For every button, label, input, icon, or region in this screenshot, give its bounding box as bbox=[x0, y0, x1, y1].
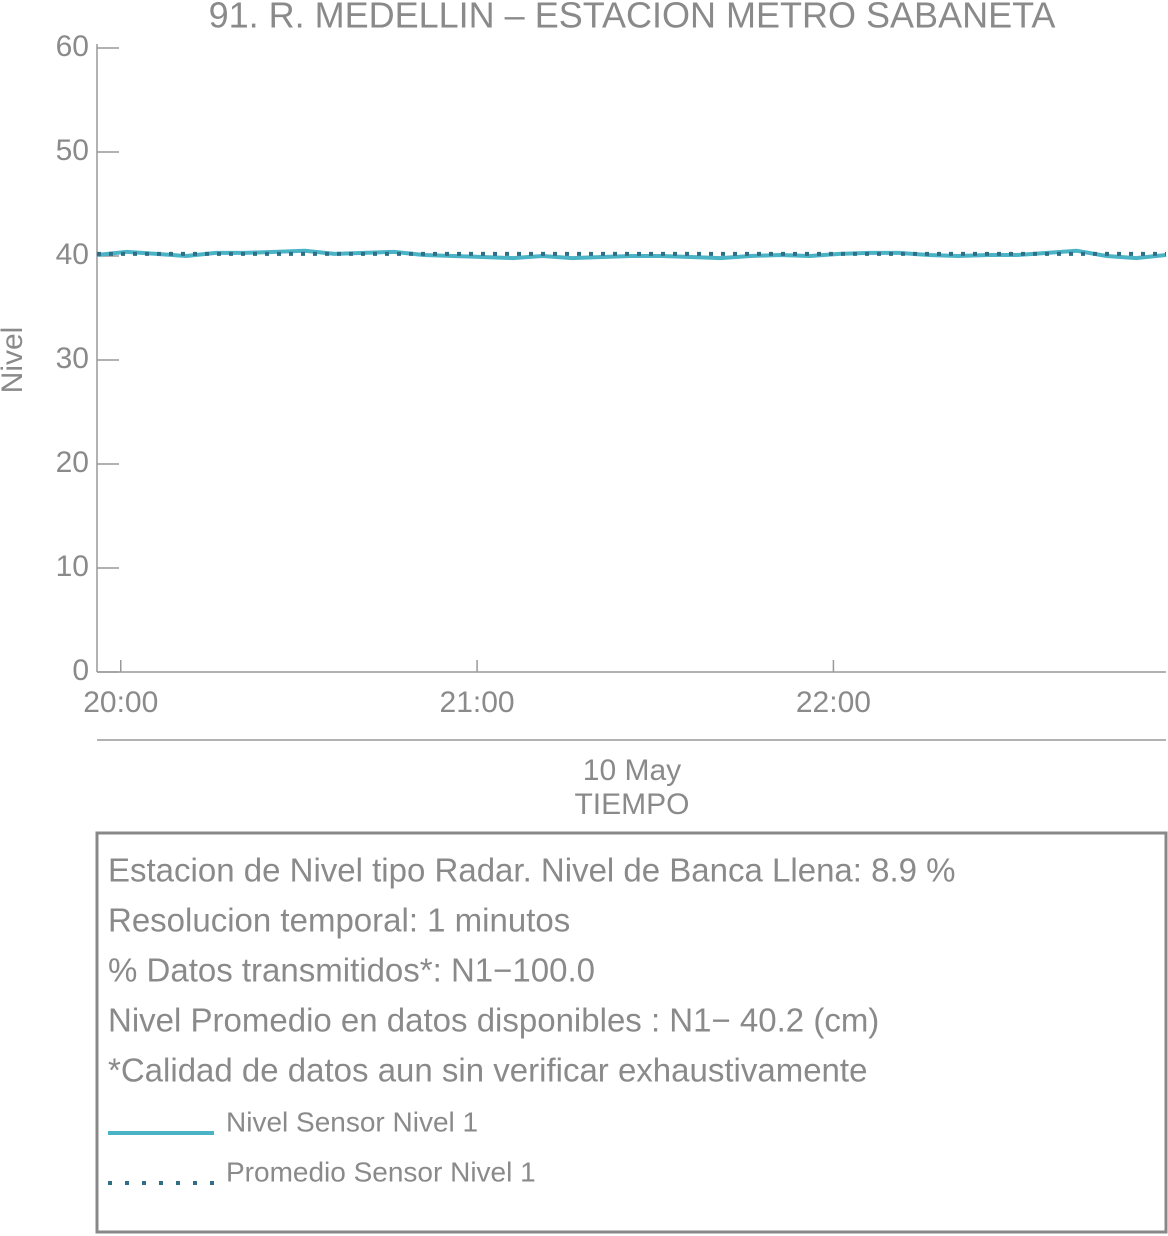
date-label: 10 May bbox=[583, 754, 681, 787]
info-box bbox=[95, 831, 1168, 1234]
info-line: Estacion de Nivel tipo Radar. Nivel de B… bbox=[108, 852, 956, 889]
y-tick-label: 60 bbox=[56, 30, 89, 63]
series-line bbox=[96, 248, 1167, 261]
info-line: *Calidad de datos aun sin verificar exha… bbox=[108, 1052, 867, 1089]
info-line: Nivel Promedio en datos disponibles : N1… bbox=[108, 1002, 879, 1039]
y-tick-label: 30 bbox=[56, 342, 89, 375]
y-tick-label: 20 bbox=[56, 446, 89, 479]
x-tick-label: 20:00 bbox=[83, 686, 158, 719]
legend-label: Nivel Sensor Nivel 1 bbox=[226, 1106, 478, 1137]
info-line: % Datos transmitidos*: N1−100.0 bbox=[108, 952, 595, 989]
chart-title: 91. R. MEDELLIN – ESTACION METRO SABANET… bbox=[209, 0, 1056, 36]
y-tick-label: 10 bbox=[56, 550, 89, 583]
info-line: Resolucion temporal: 1 minutos bbox=[108, 902, 570, 939]
x-axis-label: TIEMPO bbox=[574, 788, 689, 821]
y-axis-label: Nivel bbox=[0, 327, 29, 394]
y-tick-label: 0 bbox=[72, 654, 89, 687]
y-tick-label: 40 bbox=[56, 238, 89, 271]
legend-label: Promedio Sensor Nivel 1 bbox=[226, 1156, 536, 1187]
x-tick-label: 22:00 bbox=[796, 686, 871, 719]
y-tick-label: 50 bbox=[56, 134, 89, 167]
x-tick-label: 21:00 bbox=[440, 686, 515, 719]
